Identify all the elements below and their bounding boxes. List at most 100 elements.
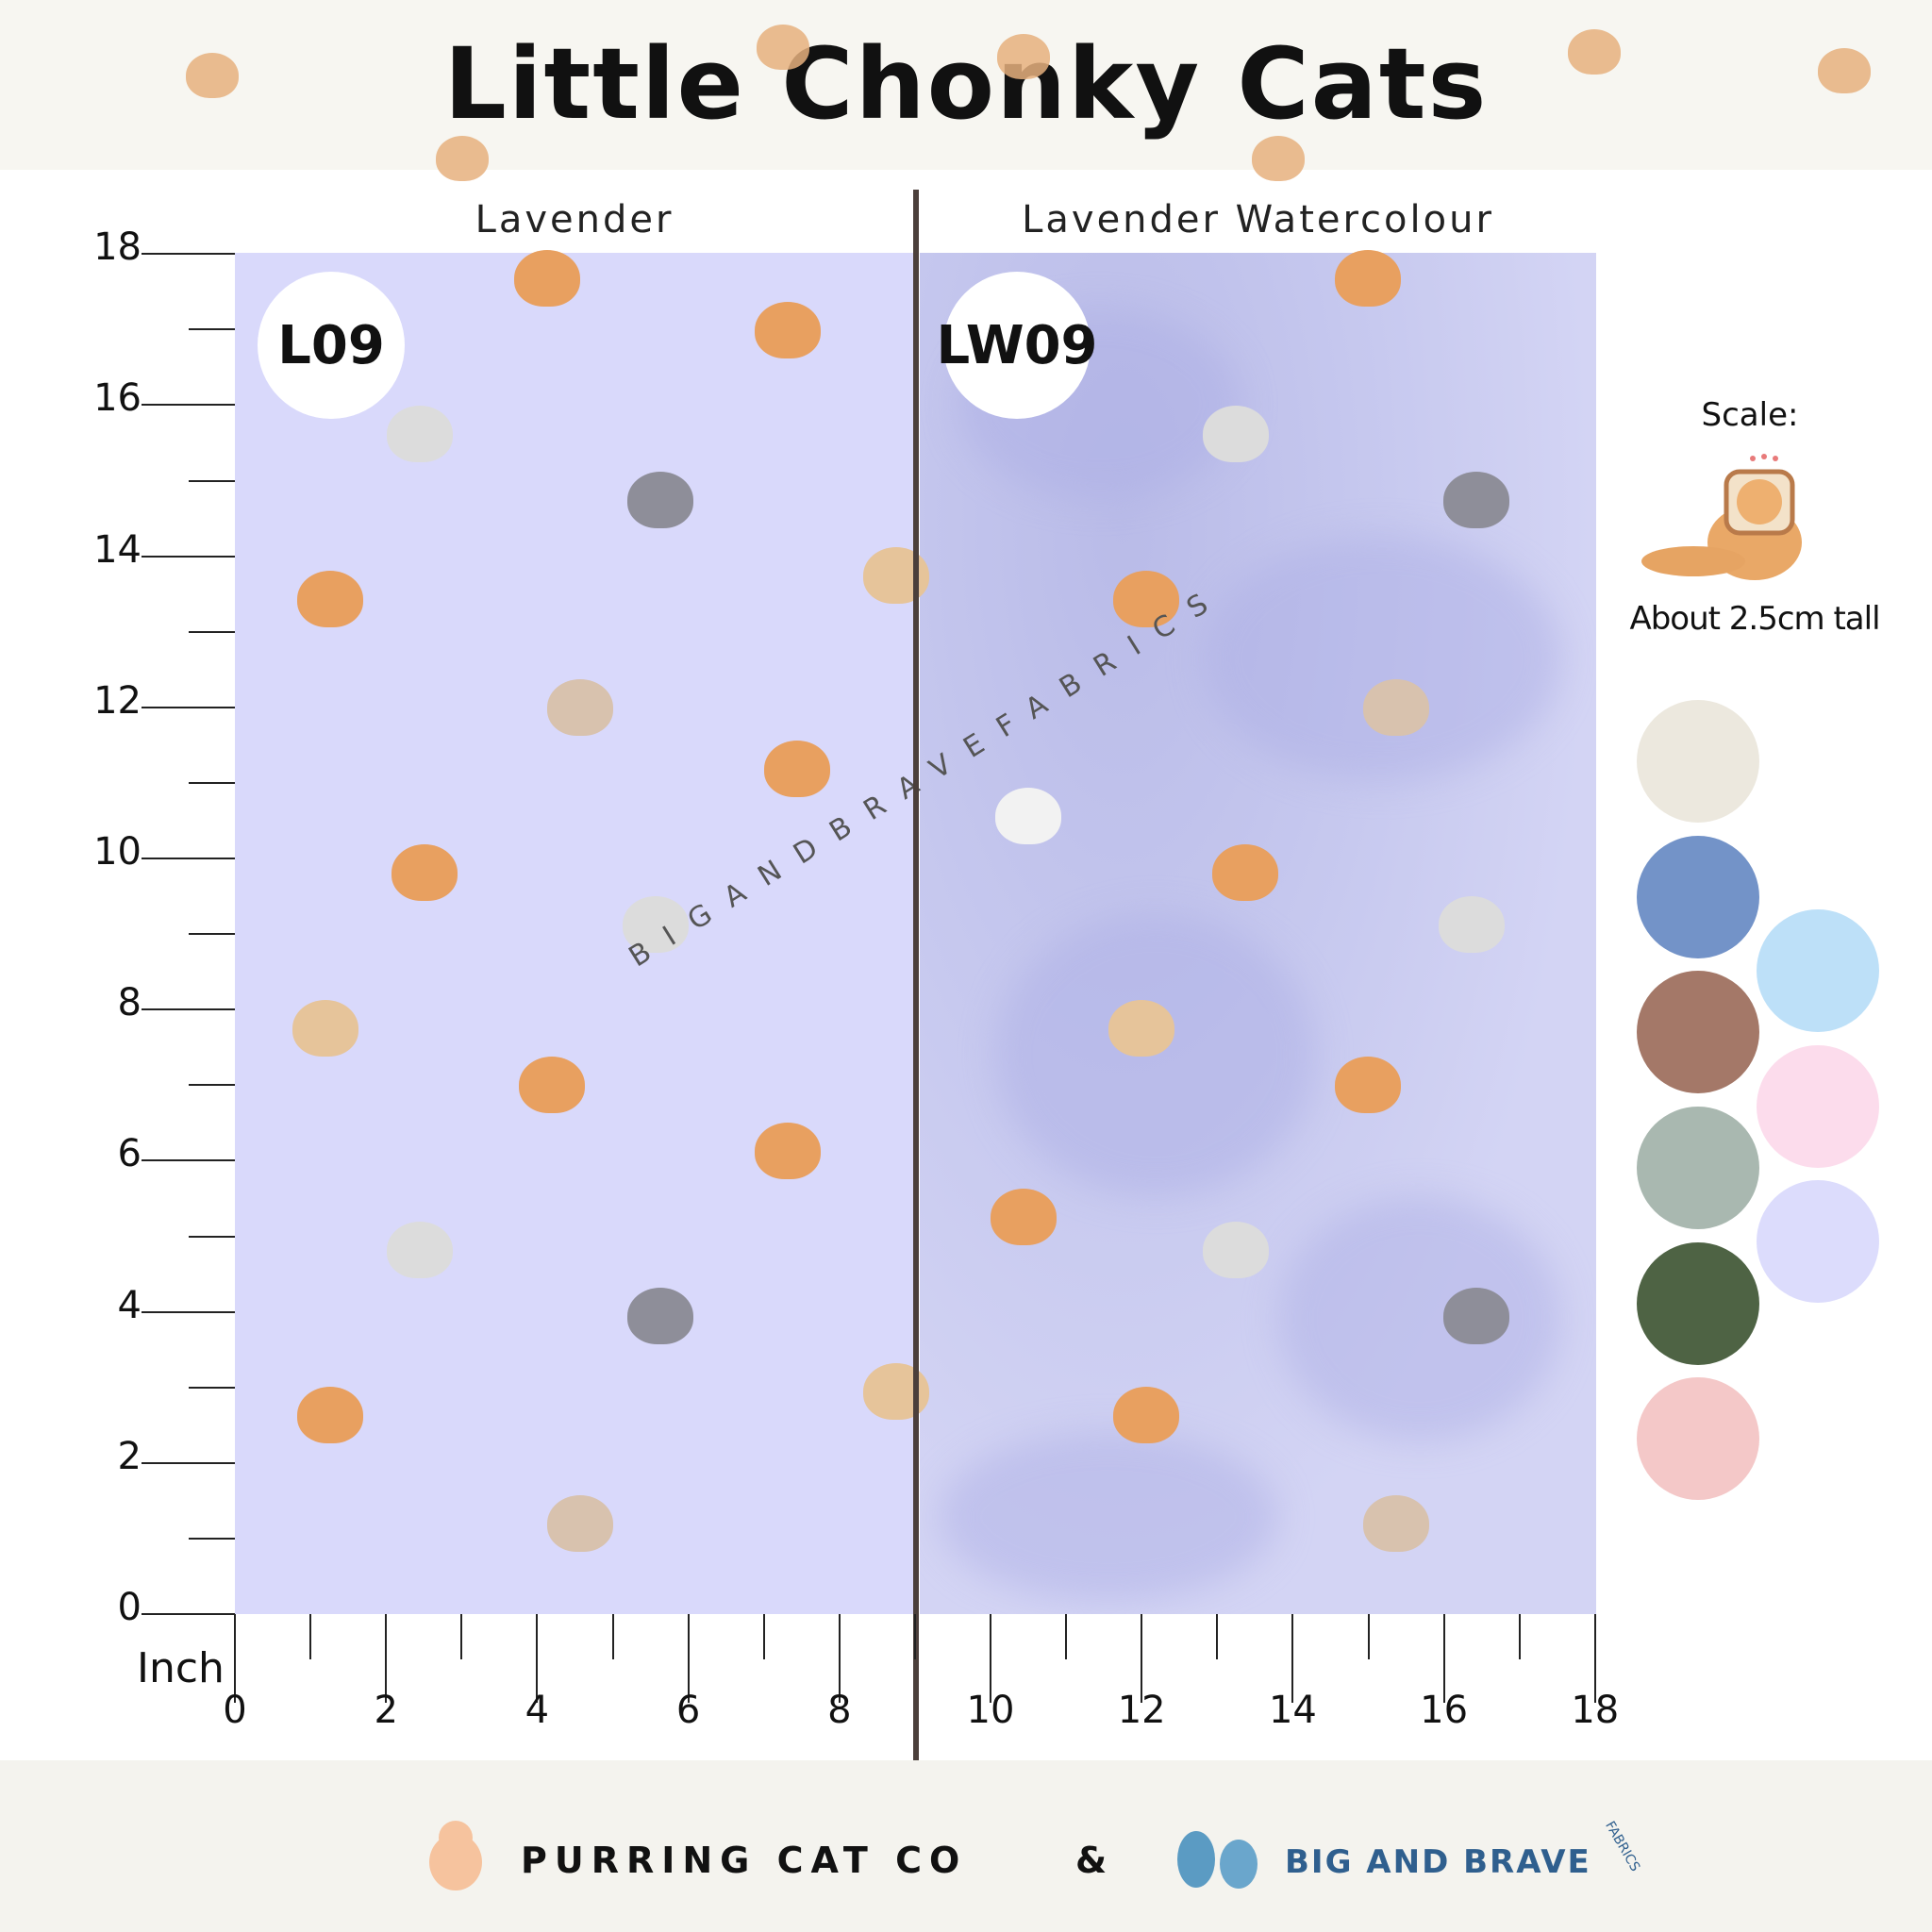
cat-motif bbox=[547, 1495, 613, 1552]
cat-motif bbox=[387, 1222, 453, 1278]
header-cat-motif bbox=[997, 34, 1050, 79]
page-title: Little Chonky Cats bbox=[443, 26, 1489, 142]
cat-motif bbox=[1335, 250, 1401, 307]
x-tick-label: 10 bbox=[966, 1689, 1015, 1732]
x-tick bbox=[460, 1614, 463, 1659]
cat-motif bbox=[387, 406, 453, 462]
cat-motif bbox=[1363, 679, 1429, 736]
cat-motif bbox=[764, 741, 830, 797]
cat-motif bbox=[391, 844, 458, 901]
y-tick bbox=[189, 1084, 235, 1087]
x-tick bbox=[309, 1614, 312, 1659]
x-tick bbox=[1518, 1614, 1521, 1659]
header-cat-motif bbox=[1818, 48, 1871, 93]
y-tick bbox=[142, 555, 235, 558]
scale-cat-illustration bbox=[1641, 454, 1802, 580]
x-tick bbox=[611, 1614, 614, 1659]
x-tick bbox=[1291, 1614, 1294, 1703]
y-tick-label: 2 bbox=[117, 1434, 142, 1478]
x-tick-label: 6 bbox=[675, 1689, 701, 1732]
y-axis-baseline bbox=[142, 1613, 235, 1615]
panel-label-watercolour: Lavender Watercolour bbox=[1022, 198, 1494, 242]
palette-swatch bbox=[1637, 1107, 1759, 1229]
x-tick bbox=[1442, 1614, 1445, 1703]
cat-motif bbox=[297, 571, 363, 627]
y-tick bbox=[142, 706, 235, 708]
y-tick bbox=[189, 328, 235, 331]
header-cat-motif bbox=[757, 25, 809, 70]
cat-motif bbox=[627, 472, 693, 528]
y-tick bbox=[142, 1310, 235, 1313]
x-tick bbox=[762, 1614, 765, 1659]
cat-motif bbox=[627, 1288, 693, 1344]
header-cat-motif bbox=[436, 136, 489, 181]
palette-swatch bbox=[1637, 700, 1759, 823]
cat-motif bbox=[1443, 1288, 1509, 1344]
y-tick-label: 10 bbox=[93, 830, 142, 874]
x-tick bbox=[990, 1614, 991, 1703]
cat-motif bbox=[1439, 896, 1505, 953]
header-cat-motif bbox=[1252, 136, 1305, 181]
y-tick-label: 12 bbox=[93, 678, 142, 723]
x-tick-label: 8 bbox=[827, 1689, 852, 1732]
y-tick bbox=[189, 933, 235, 936]
ampersand: & bbox=[1075, 1840, 1108, 1881]
panel-divider bbox=[913, 190, 919, 1794]
cat-motif bbox=[297, 1387, 363, 1443]
y-tick-label: 4 bbox=[117, 1283, 142, 1327]
panel-label-lavender: Lavender bbox=[475, 198, 675, 242]
y-tick bbox=[142, 1008, 235, 1011]
palette-swatch bbox=[1637, 836, 1759, 958]
header-cat-motif bbox=[1568, 29, 1621, 75]
cat-motif bbox=[519, 1057, 585, 1113]
cat-motif bbox=[1113, 1387, 1179, 1443]
scale-label: Scale: bbox=[1701, 396, 1799, 434]
y-tick-label: 18 bbox=[93, 225, 142, 270]
code-badge-lw09: LW09 bbox=[936, 272, 1098, 419]
y-tick-label: 6 bbox=[117, 1132, 142, 1176]
header-band: Little Chonky Cats bbox=[0, 0, 1932, 181]
cat-motif bbox=[1113, 571, 1179, 627]
x-tick-label: 18 bbox=[1571, 1689, 1620, 1732]
watercolour-cloud bbox=[1278, 1196, 1561, 1441]
x-tick bbox=[687, 1614, 690, 1703]
cat-motif bbox=[863, 1363, 929, 1420]
x-tick bbox=[385, 1614, 388, 1703]
cat-motif bbox=[991, 1189, 1057, 1245]
x-tick bbox=[234, 1614, 236, 1703]
cat-motif bbox=[547, 679, 613, 736]
brand-purring-cat-co: PURRING CAT CO bbox=[521, 1840, 968, 1881]
x-tick bbox=[1593, 1614, 1596, 1703]
y-tick bbox=[142, 1461, 235, 1464]
brand-big-and-brave: BIG AND BRAVE bbox=[1285, 1843, 1591, 1881]
palette-swatch bbox=[1637, 1377, 1759, 1500]
cat-motif bbox=[755, 1123, 821, 1179]
y-tick-label: 14 bbox=[93, 527, 142, 572]
cat-motif bbox=[292, 1000, 358, 1057]
y-tick bbox=[189, 1537, 235, 1540]
x-tick-label: 14 bbox=[1268, 1689, 1317, 1732]
cat-motif bbox=[1212, 844, 1278, 901]
y-tick-label: 16 bbox=[93, 376, 142, 421]
y-tick bbox=[142, 858, 235, 859]
cat-motif bbox=[1363, 1495, 1429, 1552]
y-tick bbox=[142, 404, 235, 407]
x-tick-label: 2 bbox=[374, 1689, 398, 1732]
unit-label: Inch bbox=[137, 1644, 225, 1692]
cat-motif bbox=[623, 896, 689, 953]
footer-band: PURRING CAT CO & BIG AND BRAVE FABRICS bbox=[0, 1760, 1932, 1932]
palette-swatch bbox=[1757, 909, 1879, 1032]
cat-motif bbox=[755, 302, 821, 358]
y-tick bbox=[189, 1386, 235, 1389]
x-tick bbox=[1216, 1614, 1219, 1659]
cat-motif bbox=[1335, 1057, 1401, 1113]
y-tick bbox=[189, 630, 235, 633]
x-tick bbox=[1367, 1614, 1370, 1659]
cat-motif bbox=[1203, 1222, 1269, 1278]
x-tick bbox=[1065, 1614, 1068, 1659]
palette-swatch bbox=[1757, 1045, 1879, 1168]
scale-caption: About 2.5cm tall bbox=[1629, 600, 1880, 638]
cat-motif bbox=[1108, 1000, 1174, 1057]
cat-motif bbox=[1203, 406, 1269, 462]
palette-swatch bbox=[1637, 1242, 1759, 1365]
